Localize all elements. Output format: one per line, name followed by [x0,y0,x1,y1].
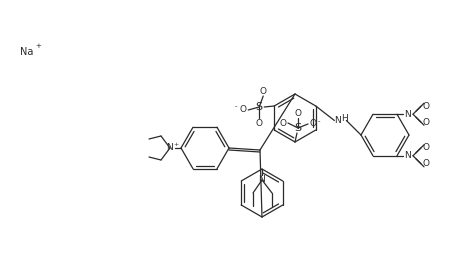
Text: O: O [279,120,286,128]
Text: O: O [239,106,246,114]
Text: N: N [258,176,265,184]
Text: S: S [255,102,262,112]
Text: O: O [422,102,429,111]
Text: N: N [404,110,411,119]
Text: N: N [334,116,340,125]
Text: +: + [35,43,41,49]
Text: -: - [317,118,319,124]
Text: O: O [422,143,429,152]
Text: -: - [234,103,237,109]
Text: O: O [255,118,262,128]
Text: H: H [340,114,347,123]
Text: +: + [173,142,178,147]
Text: Na: Na [20,47,33,57]
Text: S: S [294,123,301,133]
Text: O: O [309,120,316,128]
Text: N: N [166,143,173,152]
Text: O: O [259,87,266,95]
Text: O: O [422,159,429,168]
Text: O: O [422,118,429,127]
Text: N: N [404,151,411,160]
Text: O: O [294,109,301,117]
